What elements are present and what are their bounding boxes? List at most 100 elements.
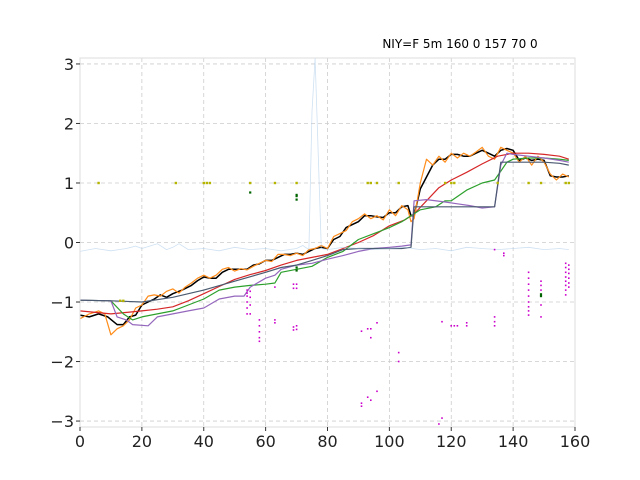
marker-magenta-45 bbox=[465, 325, 468, 327]
marker-magenta-35 bbox=[376, 390, 378, 393]
marker-magenta-59 bbox=[527, 310, 530, 312]
marker-magenta-68 bbox=[564, 271, 567, 274]
marker-magenta-65 bbox=[540, 316, 542, 318]
marker-magenta-42 bbox=[453, 325, 456, 327]
marker-olive-10 bbox=[366, 181, 369, 185]
marker-magenta-7 bbox=[249, 296, 251, 299]
marker-olive-15 bbox=[450, 181, 453, 185]
marker-darkgreen-1 bbox=[295, 198, 298, 201]
marker-magenta-41 bbox=[450, 325, 452, 327]
marker-magenta-75 bbox=[568, 268, 570, 271]
marker-olive-11 bbox=[369, 181, 372, 185]
marker-magenta-60 bbox=[527, 314, 530, 316]
x-tick-label-5: 100 bbox=[374, 432, 405, 451]
y-tick-label-3: 0 bbox=[64, 234, 74, 253]
x-tick-label-4: 80 bbox=[317, 432, 337, 451]
marker-olive-4 bbox=[202, 181, 205, 185]
marker-magenta-57 bbox=[527, 301, 530, 303]
marker-magenta-53 bbox=[527, 277, 530, 279]
chart-title: NIY=F 5m 160 0 157 70 0 bbox=[382, 37, 537, 51]
marker-olive-21 bbox=[567, 181, 570, 185]
y-tick-label-5: 2 bbox=[64, 114, 74, 133]
marker-olive-17 bbox=[496, 181, 499, 185]
marker-olive-20 bbox=[564, 181, 567, 185]
marker-magenta-79 bbox=[568, 286, 570, 288]
marker-magenta-13 bbox=[258, 336, 261, 339]
marker-magenta-67 bbox=[564, 266, 567, 269]
marker-olive-7 bbox=[249, 181, 252, 185]
marker-magenta-15 bbox=[274, 286, 276, 288]
y-tick-label-4: 1 bbox=[64, 174, 74, 193]
marker-magenta-47 bbox=[493, 316, 496, 318]
marker-olive-0 bbox=[97, 181, 100, 185]
marker-magenta-11 bbox=[258, 325, 261, 327]
marker-magenta-56 bbox=[527, 295, 530, 297]
marker-magenta-16 bbox=[274, 319, 276, 321]
x-tick-label-6: 120 bbox=[436, 432, 467, 451]
x-tick-label-3: 60 bbox=[255, 432, 275, 451]
marker-magenta-3 bbox=[246, 301, 248, 303]
marker-olive-18 bbox=[527, 181, 530, 185]
marker-olive-8 bbox=[273, 181, 277, 185]
marker-magenta-22 bbox=[295, 283, 298, 285]
marker-magenta-17 bbox=[274, 322, 276, 324]
marker-magenta-74 bbox=[568, 264, 570, 266]
marker-magenta-19 bbox=[292, 287, 295, 290]
marker-magenta-37 bbox=[397, 360, 400, 363]
marker-magenta-58 bbox=[527, 306, 530, 308]
marker-magenta-33 bbox=[370, 399, 372, 401]
marker-magenta-23 bbox=[295, 287, 298, 290]
marker-magenta-51 bbox=[503, 254, 505, 257]
marker-magenta-4 bbox=[246, 307, 248, 309]
x-tick-label-7: 140 bbox=[498, 432, 529, 451]
marker-magenta-2 bbox=[246, 295, 248, 297]
marker-layer bbox=[97, 181, 570, 425]
x-axis-ticks: 0 20 40 60 80 100 120 140 160 bbox=[75, 427, 590, 451]
marker-olive-3 bbox=[174, 181, 178, 185]
x-tick-label-2: 40 bbox=[194, 432, 214, 451]
x-tick-label-8: 160 bbox=[560, 432, 591, 451]
y-axis-ticks: −3 −2 −1 0 1 2 3 bbox=[50, 55, 80, 431]
series-line-orange bbox=[79, 146, 570, 336]
marker-magenta-21 bbox=[292, 329, 295, 331]
marker-olive-1 bbox=[119, 299, 122, 302]
marker-magenta-66 bbox=[564, 262, 567, 265]
marker-magenta-43 bbox=[456, 325, 459, 327]
marker-magenta-55 bbox=[527, 289, 530, 291]
marker-magenta-34 bbox=[376, 322, 378, 324]
marker-magenta-61 bbox=[540, 280, 542, 282]
marker-magenta-30 bbox=[366, 396, 369, 398]
marker-magenta-46 bbox=[493, 248, 496, 251]
marker-magenta-26 bbox=[360, 330, 363, 332]
marker-magenta-31 bbox=[370, 328, 372, 330]
marker-olive-5 bbox=[205, 181, 208, 185]
marker-magenta-49 bbox=[493, 325, 496, 327]
marker-magenta-72 bbox=[564, 289, 567, 291]
series-layer bbox=[79, 57, 570, 336]
marker-darkgreen-7 bbox=[539, 295, 543, 298]
marker-magenta-39 bbox=[441, 320, 443, 323]
marker-magenta-50 bbox=[503, 252, 505, 254]
marker-magenta-36 bbox=[397, 351, 400, 354]
marker-magenta-52 bbox=[527, 271, 530, 274]
marker-magenta-64 bbox=[540, 304, 542, 306]
marker-magenta-77 bbox=[568, 277, 570, 279]
marker-magenta-1 bbox=[246, 292, 248, 294]
marker-magenta-78 bbox=[568, 282, 570, 284]
marker-olive-12 bbox=[375, 181, 379, 185]
marker-magenta-62 bbox=[540, 284, 542, 287]
marker-magenta-24 bbox=[295, 325, 298, 327]
marker-magenta-73 bbox=[564, 294, 567, 296]
marker-olive-13 bbox=[397, 181, 400, 185]
marker-magenta-14 bbox=[258, 340, 261, 343]
marker-magenta-32 bbox=[370, 336, 372, 339]
y-tick-label-2: −1 bbox=[50, 293, 74, 312]
marker-olive-2 bbox=[122, 299, 125, 302]
marker-magenta-12 bbox=[258, 331, 261, 333]
marker-magenta-8 bbox=[249, 304, 251, 306]
marker-magenta-76 bbox=[568, 272, 570, 275]
marker-magenta-5 bbox=[246, 313, 248, 315]
marker-magenta-18 bbox=[292, 283, 295, 285]
marker-magenta-44 bbox=[465, 322, 468, 324]
